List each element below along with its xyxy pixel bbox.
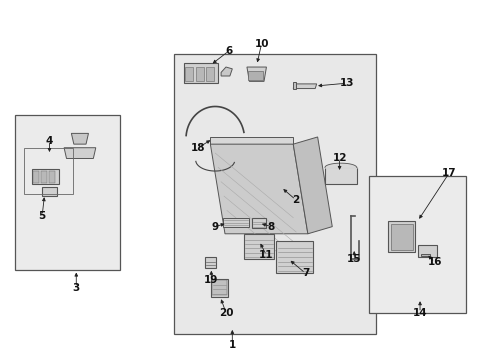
Text: 10: 10 <box>254 39 268 49</box>
Text: 4: 4 <box>46 136 53 145</box>
Polygon shape <box>246 67 266 81</box>
Bar <box>387 221 414 252</box>
Bar <box>206 67 214 81</box>
Text: 13: 13 <box>339 78 353 88</box>
Text: 1: 1 <box>228 340 235 350</box>
Polygon shape <box>293 137 331 234</box>
Bar <box>41 171 47 183</box>
Polygon shape <box>293 82 296 89</box>
Bar <box>248 71 263 80</box>
Text: 5: 5 <box>39 211 46 221</box>
Text: 19: 19 <box>203 275 218 285</box>
Bar <box>205 257 216 268</box>
Text: 16: 16 <box>427 257 441 267</box>
Bar <box>244 234 273 259</box>
Bar <box>15 116 120 270</box>
Text: 14: 14 <box>412 308 427 318</box>
Bar <box>184 67 192 81</box>
Bar <box>24 148 73 194</box>
Bar <box>183 63 217 83</box>
Bar <box>32 169 59 184</box>
Bar <box>42 187 57 196</box>
Text: 11: 11 <box>259 250 273 260</box>
Polygon shape <box>64 148 96 158</box>
Text: 15: 15 <box>346 254 361 264</box>
Bar <box>49 171 55 183</box>
Text: 18: 18 <box>190 143 205 153</box>
Text: 3: 3 <box>73 283 80 293</box>
Text: 17: 17 <box>441 168 456 178</box>
Polygon shape <box>420 253 429 256</box>
Text: 7: 7 <box>301 268 308 278</box>
Polygon shape <box>221 67 232 76</box>
Bar <box>276 241 312 273</box>
Polygon shape <box>210 144 307 234</box>
Polygon shape <box>210 137 293 144</box>
Bar <box>173 54 375 334</box>
Text: 20: 20 <box>218 308 233 318</box>
Text: 12: 12 <box>332 153 346 163</box>
Polygon shape <box>71 134 88 144</box>
Text: 6: 6 <box>225 46 232 56</box>
Bar <box>368 176 466 313</box>
Bar <box>251 218 266 228</box>
Bar <box>33 171 39 183</box>
Text: 9: 9 <box>211 222 218 231</box>
Text: 2: 2 <box>291 195 299 205</box>
Bar <box>325 167 356 184</box>
Bar <box>212 280 226 296</box>
Bar <box>211 279 228 297</box>
Text: 8: 8 <box>267 222 274 231</box>
Polygon shape <box>293 84 316 89</box>
Bar <box>417 244 436 257</box>
Bar <box>390 224 412 250</box>
Polygon shape <box>222 218 249 226</box>
Bar <box>195 67 203 81</box>
